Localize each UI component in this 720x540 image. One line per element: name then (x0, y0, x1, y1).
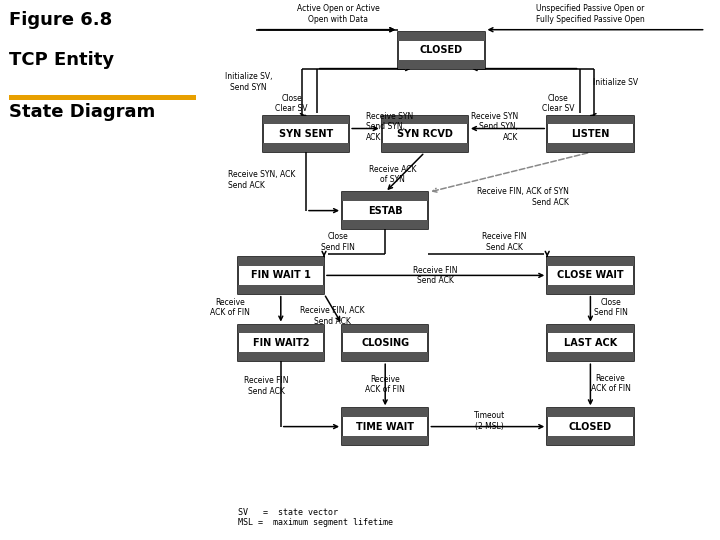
Bar (342, 192, 428, 229)
Bar (342, 325, 428, 333)
Text: State Diagram: State Diagram (9, 103, 155, 120)
Text: SYN RCVD: SYN RCVD (397, 129, 453, 139)
Text: Receive SYN
Send SYN,
ACK: Receive SYN Send SYN, ACK (471, 112, 518, 142)
Bar (238, 257, 324, 294)
Text: Close
Send FIN: Close Send FIN (593, 298, 628, 318)
Text: Receive SYN
Send SYN,
ACK: Receive SYN Send SYN, ACK (366, 112, 413, 142)
Text: Receive FIN, ACK of SYN
Send ACK: Receive FIN, ACK of SYN Send ACK (477, 187, 569, 207)
Text: Active Open or Active
Open with Data: Active Open or Active Open with Data (297, 4, 379, 24)
Text: Close
Clear SV: Close Clear SV (541, 94, 575, 113)
Bar (263, 116, 349, 152)
Bar (382, 144, 468, 152)
Bar (382, 116, 468, 124)
Bar (9, 94, 196, 100)
Text: Initialize SV: Initialize SV (593, 78, 638, 86)
Bar (238, 257, 324, 266)
Text: Figure 6.8: Figure 6.8 (9, 11, 112, 29)
Bar (547, 436, 634, 445)
Text: Receive ACK
of SYN: Receive ACK of SYN (369, 165, 416, 184)
Text: Receive SYN, ACK
Send ACK: Receive SYN, ACK Send ACK (228, 170, 295, 190)
Text: CLOSING: CLOSING (361, 338, 409, 348)
Bar (342, 325, 428, 361)
Text: TCP Entity: TCP Entity (9, 51, 114, 69)
Text: SYN SENT: SYN SENT (279, 129, 333, 139)
Bar (382, 116, 468, 152)
Bar (342, 192, 428, 201)
Bar (547, 325, 634, 333)
Bar (398, 60, 485, 69)
Text: Timeout
(2 MSL): Timeout (2 MSL) (474, 411, 505, 431)
Bar (342, 353, 428, 361)
Text: ESTAB: ESTAB (368, 206, 402, 215)
Text: FIN WAIT 1: FIN WAIT 1 (251, 271, 311, 280)
Bar (547, 408, 634, 445)
Bar (547, 257, 634, 266)
Text: SV   =  state vector
MSL =  maximum segment lifetime: SV = state vector MSL = maximum segment … (238, 508, 392, 527)
Bar (547, 116, 634, 124)
Text: Receive FIN, ACK
Send ACK: Receive FIN, ACK Send ACK (300, 306, 365, 326)
Bar (547, 257, 634, 294)
Bar (547, 353, 634, 361)
Bar (547, 116, 634, 152)
Bar (547, 285, 634, 294)
Text: Receive FIN
Send ACK: Receive FIN Send ACK (244, 376, 289, 396)
Bar (342, 436, 428, 445)
Text: LISTEN: LISTEN (571, 129, 610, 139)
Text: Receive
ACK of FIN: Receive ACK of FIN (210, 298, 251, 318)
Bar (398, 32, 485, 69)
Text: CLOSE WAIT: CLOSE WAIT (557, 271, 624, 280)
Bar (547, 325, 634, 361)
Text: Close
Send FIN: Close Send FIN (321, 232, 356, 252)
Text: Receive
ACK of FIN: Receive ACK of FIN (590, 374, 631, 393)
Bar (238, 325, 324, 333)
Bar (342, 408, 428, 417)
Bar (238, 285, 324, 294)
Text: Receive FIN
Send ACK: Receive FIN Send ACK (413, 266, 458, 285)
Bar (342, 220, 428, 229)
Text: FIN WAIT2: FIN WAIT2 (253, 338, 309, 348)
Bar (238, 325, 324, 361)
Text: Close
Clear SV: Close Clear SV (275, 94, 308, 113)
Text: CLOSED: CLOSED (420, 45, 463, 55)
Text: TIME WAIT: TIME WAIT (356, 422, 414, 431)
Bar (263, 116, 349, 124)
Bar (238, 353, 324, 361)
Bar (342, 408, 428, 445)
Text: CLOSED: CLOSED (569, 422, 612, 431)
Text: Receive
ACK of FIN: Receive ACK of FIN (365, 375, 405, 394)
Text: Unspecified Passive Open or
Fully Specified Passive Open: Unspecified Passive Open or Fully Specif… (536, 4, 645, 24)
Bar (398, 32, 485, 40)
Text: Initialize SV,
Send SYN: Initialize SV, Send SYN (225, 72, 272, 92)
Text: Receive FIN
Send ACK: Receive FIN Send ACK (482, 232, 526, 252)
Bar (547, 144, 634, 152)
Text: LAST ACK: LAST ACK (564, 338, 617, 348)
Bar (547, 408, 634, 417)
Bar (263, 144, 349, 152)
